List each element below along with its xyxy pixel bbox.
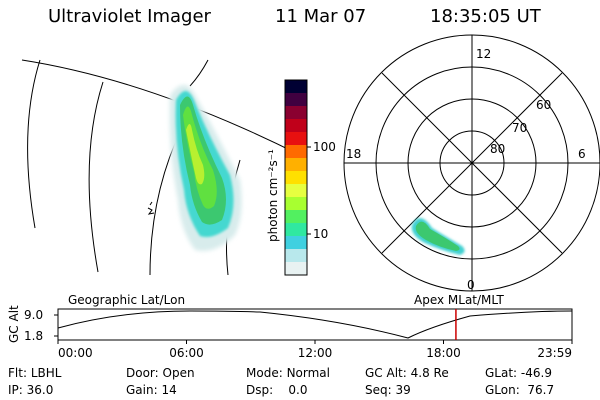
colorbar-tick-label: 100 <box>313 140 336 154</box>
mode-field: Mode: Normal <box>246 366 330 380</box>
altitude-xtick-label: 00:00 <box>58 346 93 360</box>
colorbar-band <box>285 93 307 107</box>
mlt-label-18: 18 <box>346 147 361 161</box>
polar-plot <box>343 34 600 292</box>
altitude-ytick-max: 9.0 <box>24 308 43 322</box>
colorbar-band <box>285 80 307 94</box>
gain-field: Gain: 14 <box>126 383 177 397</box>
ip-field: IP: 36.0 <box>8 383 54 397</box>
colorbar-band <box>285 158 307 172</box>
instrument-title: Ultraviolet Imager <box>48 6 211 27</box>
colorbar-band <box>285 210 307 224</box>
mlt-label-12: 12 <box>476 47 491 61</box>
colorbar-band <box>285 184 307 198</box>
colorbar-band <box>285 197 307 211</box>
altitude-curve <box>57 310 573 339</box>
altitude-xtick-label: 12:00 <box>298 346 333 360</box>
altitude-xtick-label: 18:00 <box>426 346 461 360</box>
seq-field: Seq: 39 <box>365 383 411 397</box>
flt-field: Flt: LBHL <box>8 366 62 380</box>
geographic-image-panel <box>21 59 301 276</box>
colorbar-band <box>285 106 307 120</box>
colorbar-band <box>285 145 307 159</box>
colorbar-band <box>285 132 307 146</box>
colorbar: 100 10 photon cm⁻²s⁻¹ <box>266 79 336 276</box>
altitude-ylabel: GC Alt <box>7 305 21 343</box>
gc-alt-field: GC Alt: 4.8 Re <box>365 366 449 380</box>
apex-label: Apex MLat/MLT <box>414 293 504 307</box>
glon-field: GLon: 76.7 <box>485 383 555 397</box>
colorbar-label: photon cm⁻²s⁻¹ <box>266 149 280 242</box>
aurora-polar <box>411 218 465 255</box>
time-label: 18:35:05 UT <box>430 6 541 27</box>
colorbar-band <box>285 171 307 185</box>
date-label: 11 Mar 07 <box>275 6 367 27</box>
colorbar-band <box>285 262 307 276</box>
lat-label-60: 60 <box>536 98 551 112</box>
door-field: Door: Open <box>126 366 195 380</box>
lat-label-80: 80 <box>490 142 505 156</box>
mlt-label-0: 0 <box>467 278 475 292</box>
colorbar-band <box>285 223 307 237</box>
colorbar-tick-label: 10 <box>313 227 328 241</box>
colorbar-band <box>285 249 307 263</box>
altitude-plot: GC Alt 9.0 1.8 Geographic Lat/Lon Apex M… <box>7 293 573 360</box>
colorbar-band <box>285 236 307 250</box>
altitude-ytick-min: 1.8 <box>24 329 43 343</box>
lat-label-70: 70 <box>512 121 527 135</box>
geographic-grid <box>21 59 301 276</box>
dsp-field: Dsp: 0.0 <box>246 383 308 397</box>
colorbar-band <box>285 119 307 133</box>
aurora-geographic <box>169 85 242 251</box>
glat-field: GLat: -46.9 <box>485 366 552 380</box>
geographic-label: Geographic Lat/Lon <box>68 293 185 307</box>
mlt-label-6: 6 <box>578 147 586 161</box>
altitude-xtick-label: 06:00 <box>169 346 204 360</box>
altitude-xtick-label: 23:59 <box>537 346 572 360</box>
